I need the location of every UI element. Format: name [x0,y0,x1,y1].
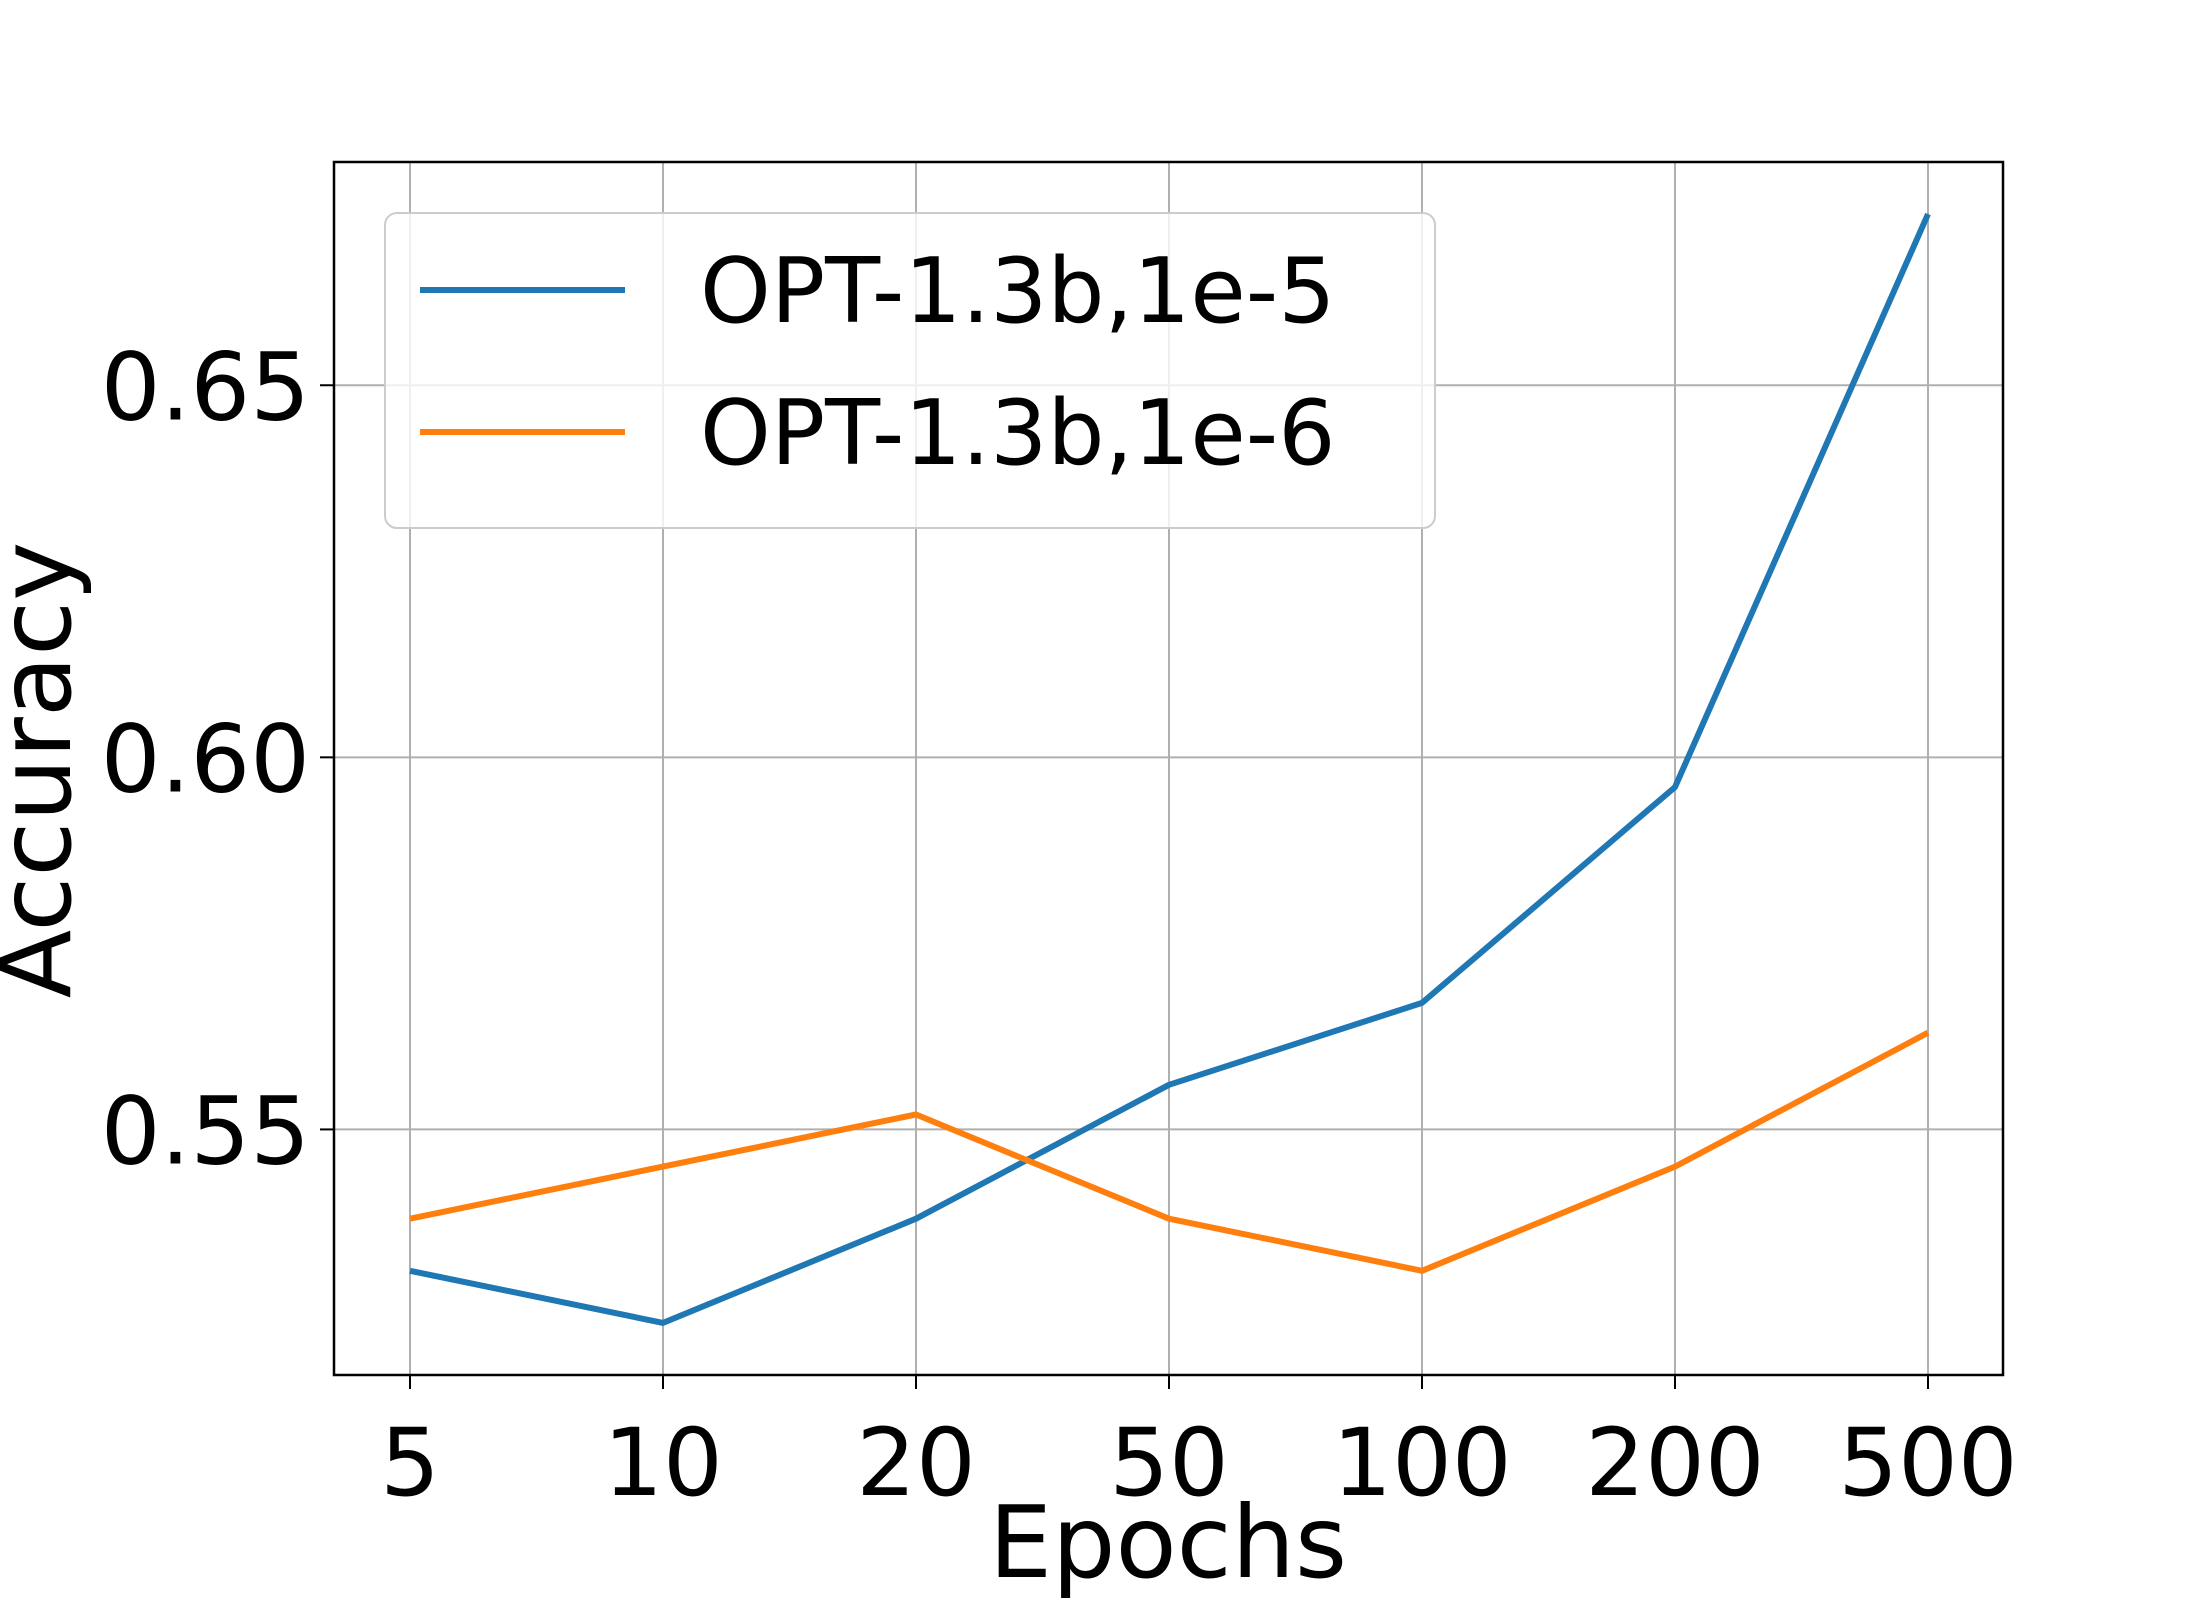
x-tick-label: 20 [856,1409,976,1518]
y-tick-label: 0.65 [101,333,310,442]
series-lines [409,212,1931,1326]
y-tick-label: 0.55 [101,1077,310,1186]
x-tick-label: 10 [603,1409,723,1518]
x-tick-label: 500 [1838,1409,2017,1518]
x-tick-label: 100 [1332,1409,1511,1518]
legend: OPT-1.3b,1e-5 OPT-1.3b,1e-6 [384,212,1436,529]
x-tick-label: 5 [380,1409,440,1518]
y-tick-label: 0.60 [101,705,310,814]
legend-label-series-2: OPT-1.3b,1e-6 [700,381,1336,486]
legend-box [384,212,1436,529]
x-tick-label: 50 [1109,1409,1229,1518]
series-line-2 [409,1030,1930,1274]
axis-ticks: 5 10 20 50 100 200 500 0.55 0.60 0.65 [101,333,2018,1518]
x-tick-label: 200 [1585,1409,1764,1518]
legend-label-series-1: OPT-1.3b,1e-5 [700,239,1336,344]
series-line-1 [409,212,1931,1326]
x-axis-label: Epochs [989,1484,1347,1600]
y-axis-label: Accuracy [0,542,94,999]
